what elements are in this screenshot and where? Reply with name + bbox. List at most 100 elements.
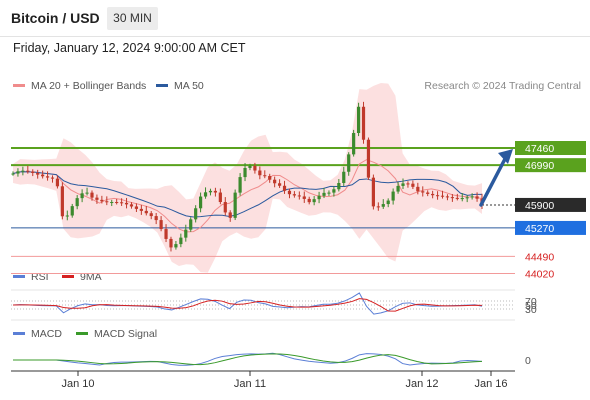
candle-body: [470, 196, 474, 198]
candle-body: [159, 220, 163, 230]
ma20-swatch: [13, 83, 25, 87]
candle-body: [60, 186, 64, 217]
candle-body: [110, 202, 114, 204]
price-level-lines: [11, 147, 515, 275]
candle-body: [233, 192, 237, 218]
legend-macd-signal-label: MACD Signal: [94, 328, 158, 340]
legend-ma20-label: MA 20 + Bollinger Bands: [31, 80, 147, 92]
timestamp: Friday, January 12, 2024 9:00:00 AM CET: [13, 41, 246, 55]
chart-header: Bitcoin / USD 30 MIN: [0, 0, 590, 37]
candle-body: [11, 173, 15, 175]
candle-body: [347, 154, 351, 172]
candle-body: [406, 183, 410, 185]
interval-button[interactable]: 30 MIN: [107, 7, 158, 30]
price-badge-text-45900: 45900: [525, 200, 554, 212]
price-badge-47460: [515, 141, 586, 155]
price-label-44490: 44490: [525, 251, 554, 263]
price-badges: 47460 46990 45900 45270 44490 44020: [515, 141, 586, 281]
x-tick-label: Jan 11: [234, 378, 266, 390]
candle-body: [258, 170, 262, 176]
bollinger-band-area: [13, 83, 482, 273]
ma50-line: [12, 171, 483, 218]
candle-body: [248, 165, 252, 168]
candle-body: [332, 189, 336, 193]
candlesticks: [11, 101, 484, 252]
x-tick-label: Jan 12: [405, 378, 438, 390]
legend-ma20: MA 20 + Bollinger Bands: [13, 80, 146, 92]
macd-tick-0: 0: [525, 355, 531, 367]
candle-body: [426, 192, 430, 194]
candle-body: [287, 190, 292, 195]
candle-body: [391, 191, 395, 201]
legend-ma50-label: MA 50: [174, 80, 204, 92]
candle-body: [381, 204, 385, 207]
candle-body: [435, 195, 440, 197]
candle-body: [149, 213, 153, 217]
candle-body: [134, 206, 139, 209]
candle-body: [164, 229, 168, 239]
price-label-44020: 44020: [525, 269, 554, 281]
candle-body: [90, 192, 94, 198]
candle-body: [154, 216, 158, 221]
x-tick-label: Jan 16: [474, 378, 507, 390]
candle-body: [70, 206, 74, 216]
candle-body: [95, 197, 99, 200]
candle-body: [26, 170, 30, 172]
candle-body: [322, 192, 326, 196]
candle-body: [277, 183, 282, 186]
candle-body: [327, 192, 331, 194]
price-badge-text-45270: 45270: [525, 223, 554, 235]
price-badge-45270: [515, 220, 586, 235]
candle-body: [203, 192, 208, 197]
candle-body: [223, 202, 227, 213]
candle-body: [36, 172, 40, 175]
candle-body: [401, 183, 405, 186]
legend-macd-label: MACD: [31, 328, 62, 340]
forecast-arrow-head: [498, 149, 513, 164]
candle-body: [445, 196, 450, 198]
x-axis: Jan 10 Jan 11 Jan 12 Jan 16: [11, 370, 515, 390]
candle-body: [55, 178, 60, 187]
candle-body: [475, 196, 479, 199]
candle-body: [139, 208, 143, 211]
candle-body: [342, 171, 346, 184]
macd-panel: 0: [11, 319, 531, 367]
candle-body: [21, 170, 25, 172]
ma20-line: [12, 159, 483, 233]
price-badge-45900: [515, 197, 586, 212]
candle-body: [356, 106, 361, 133]
forecast-arrow-shaft: [479, 155, 508, 207]
candle-body: [431, 193, 435, 196]
candle-body: [31, 171, 35, 173]
copyright-text: Research © 2024 Trading Central: [424, 80, 581, 92]
forecast-arrow: [479, 149, 513, 207]
moving-averages: [12, 159, 483, 233]
macd-swatch: [13, 331, 25, 335]
x-tick-label: Jan 10: [61, 378, 94, 390]
candle-body: [189, 219, 193, 230]
candle-body: [65, 215, 69, 217]
candle-body: [144, 210, 148, 214]
9ma-swatch: [62, 274, 74, 278]
candle-body: [100, 199, 104, 202]
candle-body: [208, 190, 213, 193]
rsi-tick-50: 50: [525, 300, 537, 312]
candle-body: [45, 176, 50, 178]
candle-body: [184, 229, 188, 238]
rsi-swatch: [13, 274, 25, 278]
candle-body: [169, 238, 173, 248]
candle-body: [174, 244, 178, 248]
candle-body: [411, 183, 415, 187]
candle-body: [307, 198, 311, 203]
candle-body: [129, 204, 134, 207]
rsi-tick-70: 70: [525, 296, 537, 308]
candle-body: [124, 202, 129, 205]
macd-signal-swatch: [76, 331, 88, 335]
candle-body: [253, 165, 257, 171]
rsi-line: [12, 292, 483, 315]
candle-body: [282, 185, 287, 191]
candle-body: [352, 132, 356, 155]
legend-ma50: MA 50: [156, 80, 204, 92]
